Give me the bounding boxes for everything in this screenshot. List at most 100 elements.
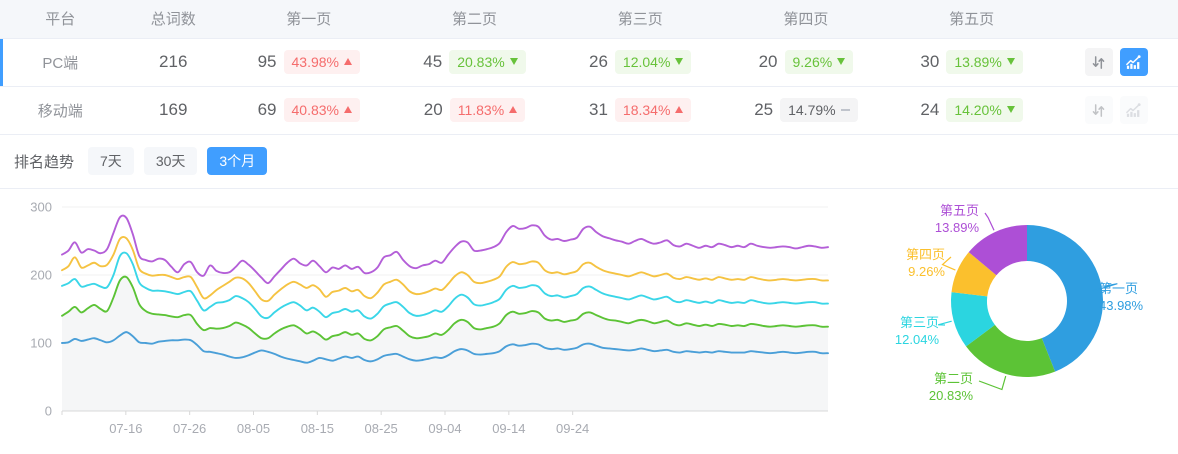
column-header-page3[interactable]: 第三页	[557, 0, 724, 39]
donut-slice	[951, 291, 995, 346]
page-percent-value: 14.20%	[954, 101, 1002, 118]
cell-page2: 20 11.83%	[391, 86, 558, 135]
svg-text:08-05: 08-05	[237, 421, 270, 436]
page-percent-value: 43.98%	[291, 53, 339, 70]
page-distribution-donut-chart[interactable]: 第一页 43.98% 第二页 20.83% 第三页 12.04% 第四页 9.26% 第五页 13…	[845, 189, 1178, 449]
total-keywords-value: 169	[159, 100, 188, 119]
column-header-page5[interactable]: 第五页	[888, 0, 1055, 39]
cell-page4: 20 9.26%	[723, 38, 889, 87]
trend-toolbar: 排名趋势 7天 30天 3个月	[0, 135, 1178, 189]
svg-text:09-14: 09-14	[492, 421, 525, 436]
cell-total: 169	[120, 86, 226, 135]
cell-page5: 24 14.20%	[888, 86, 1055, 135]
page-count: 24	[920, 99, 940, 119]
triangle-down-icon	[509, 58, 518, 66]
sort-icon	[1092, 55, 1105, 69]
column-header-page4[interactable]: 第四页	[723, 0, 889, 39]
page-percent-value: 14.79%	[788, 101, 836, 118]
cell-page3: 31 18.34%	[557, 86, 724, 135]
triangle-down-icon	[675, 58, 684, 66]
cell-platform: 移动端	[0, 86, 121, 135]
svg-text:09-04: 09-04	[428, 421, 461, 436]
chart-icon-button[interactable]	[1119, 96, 1148, 124]
donut-chart-svg: 第一页 43.98% 第二页 20.83% 第三页 12.04% 第四页 9.26% 第五页 13…	[895, 203, 1144, 403]
page-percent-value: 12.04%	[622, 53, 671, 70]
svg-text:07-26: 07-26	[173, 421, 206, 436]
sort-icon-button[interactable]	[1084, 96, 1113, 124]
page-percent-value: 18.34%	[622, 101, 671, 118]
page-percent-value: 20.83%	[457, 53, 505, 70]
page-percent-badge: 11.83%	[449, 97, 526, 123]
cell-page1: 69 40.83%	[225, 86, 392, 135]
svg-text:08-25: 08-25	[365, 421, 398, 436]
svg-text:08-15: 08-15	[301, 421, 334, 436]
page-percent-badge: 18.34%	[614, 97, 692, 123]
range-button-30d[interactable]: 30天	[143, 146, 198, 176]
page-count: 20	[423, 99, 443, 119]
triangle-up-icon	[343, 58, 352, 66]
donut-leader-line	[1092, 282, 1118, 292]
page-count: 45	[423, 51, 443, 71]
svg-text:07-16: 07-16	[109, 421, 142, 436]
donut-leader-line	[984, 212, 995, 231]
donut-label-value: 12.04%	[895, 332, 940, 347]
donut-slice	[966, 324, 1056, 377]
donut-label-name: 第二页	[934, 371, 973, 386]
sort-icon	[1092, 103, 1105, 117]
chart-icon	[1126, 54, 1141, 69]
page-percent-value: 11.83%	[457, 101, 505, 118]
column-header-page1[interactable]: 第一页	[225, 0, 392, 39]
cell-page5: 30 13.89%	[888, 38, 1055, 87]
chart-icon-button[interactable]	[1119, 48, 1148, 76]
chart-icon	[1126, 102, 1141, 117]
table-row[interactable]: 移动端 169 69 40.83% 20 11.83%	[0, 86, 1178, 135]
triangle-down-icon	[837, 58, 846, 66]
page-count: 31	[588, 99, 608, 119]
page-count: 25	[754, 99, 774, 119]
svg-text:0: 0	[45, 403, 52, 418]
donut-label-value: 13.89%	[935, 220, 980, 235]
page-percent-badge: 13.89%	[946, 49, 1023, 75]
triangle-up-icon	[675, 106, 684, 114]
page-percent-badge: 14.79%	[780, 97, 858, 123]
donut-label-value: 9.26%	[908, 264, 945, 279]
cell-page4: 25 14.79%	[723, 86, 889, 135]
donut-slice	[951, 251, 997, 296]
page-count: 20	[758, 51, 778, 71]
triangle-up-icon	[509, 106, 518, 114]
page-percent-badge: 9.26%	[784, 49, 854, 75]
sort-icon-button[interactable]	[1084, 48, 1113, 76]
donut-label-value: 43.98%	[1099, 298, 1144, 313]
platform-label: 移动端	[37, 102, 83, 120]
cell-page3: 26 12.04%	[557, 38, 724, 87]
donut-slice	[968, 224, 1027, 275]
donut-label-name: 第一页	[1099, 281, 1138, 296]
svg-text:09-24: 09-24	[556, 421, 589, 436]
line-chart-svg: 0 100 200 300 07-16 07-26 08-05 08-15 08-25 09-04…	[30, 199, 829, 436]
column-header-total[interactable]: 总词数	[120, 0, 226, 39]
cell-platform: PC端	[0, 38, 121, 87]
triangle-up-icon	[343, 106, 352, 114]
cell-actions	[1054, 38, 1178, 87]
rank-trend-line-chart[interactable]: 0 100 200 300 07-16 07-26 08-05 08-15 08-25 09-04…	[0, 189, 845, 449]
table-header: 平台 总词数 第一页 第二页 第三页 第四页 第五页	[0, 0, 1178, 39]
page-count: 26	[588, 51, 608, 71]
svg-text:200: 200	[30, 267, 52, 282]
column-header-page2[interactable]: 第二页	[391, 0, 558, 39]
range-button-7d[interactable]: 7天	[88, 146, 134, 176]
rank-summary-table: 平台 总词数 第一页 第二页 第三页 第四页 第五页 PC端 216 95 43…	[0, 0, 1178, 135]
page-percent-badge: 20.83%	[449, 49, 526, 75]
column-header-platform[interactable]: 平台	[0, 0, 121, 39]
triangle-down-icon	[1006, 58, 1015, 66]
page-percent-badge: 40.83%	[283, 97, 360, 123]
cell-actions	[1054, 86, 1178, 135]
range-button-3m[interactable]: 3个月	[207, 146, 268, 176]
table-row[interactable]: PC端 216 95 43.98% 45 20.83%	[0, 38, 1178, 87]
table-header-row: 平台 总词数 第一页 第二页 第三页 第四页 第五页	[0, 0, 1178, 39]
donut-label-value: 20.83%	[929, 388, 974, 403]
svg-text:100: 100	[30, 335, 52, 350]
total-keywords-value: 216	[159, 52, 188, 71]
page-percent-badge: 12.04%	[614, 49, 692, 75]
table-body: PC端 216 95 43.98% 45 20.83%	[0, 38, 1178, 135]
donut-slice	[1027, 224, 1103, 372]
